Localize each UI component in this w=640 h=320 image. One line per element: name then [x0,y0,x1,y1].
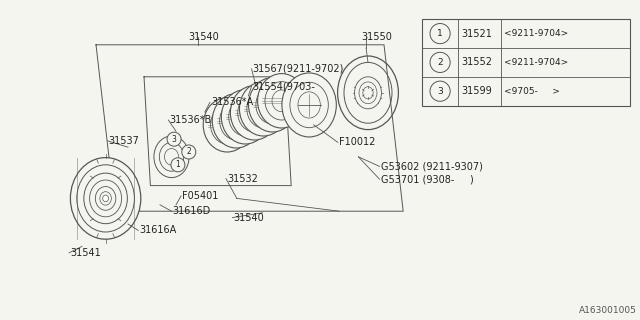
Text: 31536*A: 31536*A [211,97,253,108]
Ellipse shape [154,136,189,178]
Ellipse shape [70,158,141,239]
Text: 1: 1 [175,160,180,169]
Text: 3: 3 [172,135,177,144]
Text: <9211-9704>: <9211-9704> [504,58,569,67]
Text: <9211-9704>: <9211-9704> [504,29,569,38]
Text: 2: 2 [437,58,443,67]
Text: A163001005: A163001005 [579,306,637,315]
Text: 3: 3 [437,87,443,96]
Text: G53701 (9308-     ): G53701 (9308- ) [381,174,474,184]
Text: <9705-     >: <9705- > [504,87,560,96]
Circle shape [430,81,450,101]
Circle shape [171,158,185,172]
Text: F10012: F10012 [339,137,376,148]
Text: 31616D: 31616D [173,206,211,216]
Ellipse shape [204,98,251,152]
Bar [422,19,630,106]
Text: 31540: 31540 [189,32,220,42]
Text: G53602 (9211-9307): G53602 (9211-9307) [381,161,483,172]
Text: 31541: 31541 [70,248,101,258]
Text: 2: 2 [186,148,191,156]
Circle shape [430,23,450,44]
Text: 31521: 31521 [462,28,493,39]
Text: 31532: 31532 [227,173,258,184]
Ellipse shape [84,173,127,224]
Ellipse shape [103,195,109,202]
Text: 31537: 31537 [109,136,140,146]
Text: 31554(9703-: 31554(9703- [253,81,316,92]
Text: F05401: F05401 [182,191,219,201]
Circle shape [182,145,196,159]
Ellipse shape [221,90,269,144]
Ellipse shape [95,187,116,210]
Ellipse shape [212,93,260,148]
Text: 31599: 31599 [462,86,493,96]
Ellipse shape [282,73,337,137]
Text: 31552: 31552 [462,57,493,68]
Text: 31616A: 31616A [140,225,177,236]
Circle shape [167,132,181,146]
Text: 31567(9211-9702): 31567(9211-9702) [253,64,344,74]
Ellipse shape [355,77,381,109]
Circle shape [430,52,450,72]
Text: 31540: 31540 [234,212,264,223]
Ellipse shape [258,74,306,128]
Ellipse shape [248,78,296,132]
Text: 31550: 31550 [362,32,392,42]
Text: 31536*B: 31536*B [170,115,212,125]
Ellipse shape [230,86,278,140]
Text: 1: 1 [437,29,443,38]
Ellipse shape [239,82,287,136]
